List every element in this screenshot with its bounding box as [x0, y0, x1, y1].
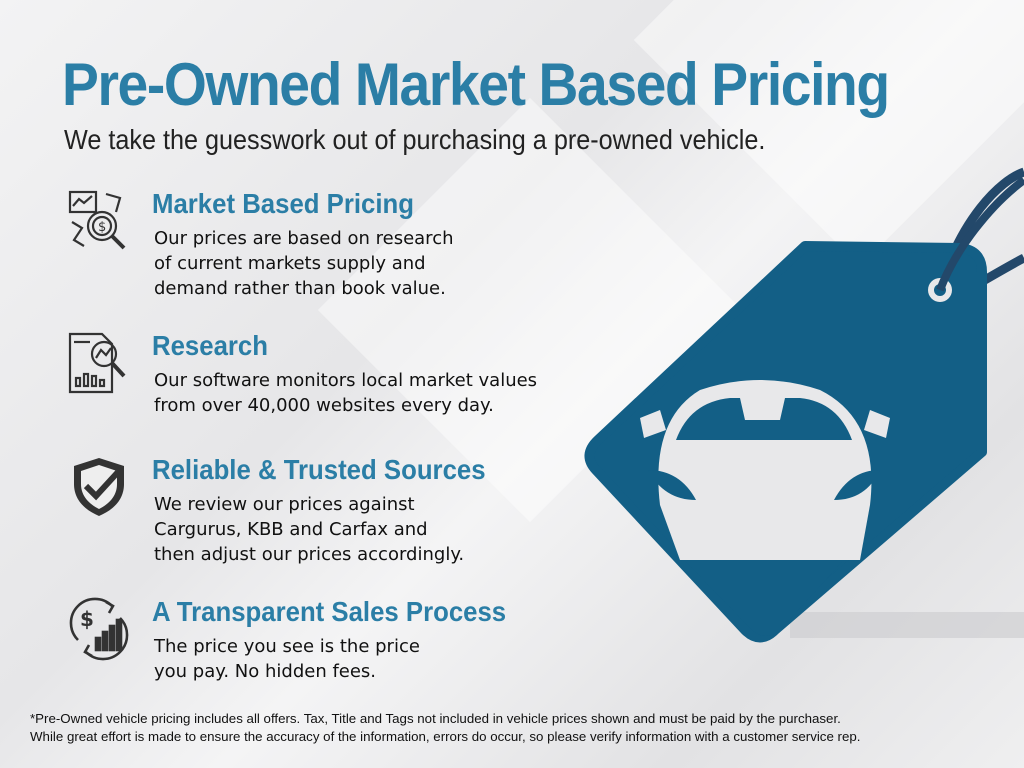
market-analysis-icon: $ — [68, 190, 126, 250]
svg-text:$: $ — [80, 607, 94, 631]
dollar-growth-icon: $ — [69, 597, 129, 661]
section-body: Our prices are based on research of curr… — [154, 228, 454, 299]
svg-text:$: $ — [98, 220, 106, 235]
section-body: We review our prices against Cargurus, K… — [154, 494, 465, 565]
research-report-icon — [68, 332, 126, 394]
section-heading: A Transparent Sales Process — [152, 596, 507, 627]
shield-check-icon — [74, 458, 124, 516]
section-heading: Research — [152, 330, 269, 361]
disclaimer: *Pre-Owned vehicle pricing includes all … — [30, 711, 861, 744]
page-title: Pre-Owned Market Based Pricing — [62, 51, 890, 118]
subtitle: We take the guesswork out of purchasing … — [64, 124, 766, 155]
section-heading: Market Based Pricing — [152, 188, 414, 219]
section-body: Our software monitors local market value… — [154, 370, 538, 416]
section-body: The price you see is the price you pay. … — [154, 636, 420, 682]
section-heading: Reliable & Trusted Sources — [152, 454, 486, 485]
